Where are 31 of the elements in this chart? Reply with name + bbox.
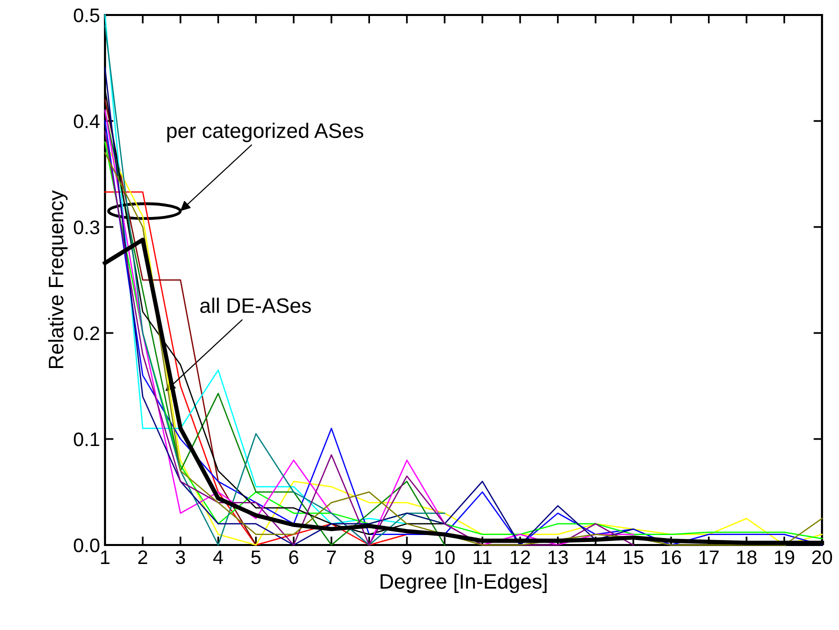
x-tick-label: 2 — [138, 550, 148, 564]
x-tick-label: 10 — [435, 550, 455, 564]
x-tick-label: 13 — [548, 550, 568, 564]
x-tick-label: 14 — [586, 550, 606, 564]
x-tick-label: 8 — [364, 550, 374, 564]
x-tick-label: 9 — [402, 550, 412, 564]
y-tick-label: 0.0 — [74, 538, 100, 552]
x-tick-label: 12 — [510, 550, 530, 564]
x-tick-label: 5 — [251, 550, 261, 564]
x-tick-label: 7 — [327, 550, 336, 564]
y-axis-title: Relative Frequency — [48, 190, 68, 368]
x-tick-label: 17 — [699, 550, 719, 564]
x-axis-title: Degree [In-Edges] — [380, 574, 547, 593]
x-tick-label: 6 — [289, 550, 298, 564]
y-tick-label: 0.4 — [74, 114, 100, 128]
x-tick-label: 1 — [101, 550, 110, 564]
x-tick-label: 15 — [624, 550, 644, 564]
x-tick-label: 16 — [662, 550, 682, 564]
x-tick-label: 4 — [213, 550, 224, 564]
y-tick-label: 0.5 — [74, 8, 100, 22]
y-tick-label: 0.1 — [74, 432, 100, 446]
annotation: all DE-ASes — [200, 298, 311, 313]
annotation: per categorized ASes — [167, 122, 364, 142]
x-tick-label: 20 — [812, 550, 832, 564]
y-tick-label: 0.2 — [74, 326, 100, 340]
x-tick-label: 18 — [737, 550, 756, 564]
line-series — [104, 14, 408, 524]
x-tick-label: 3 — [176, 550, 186, 564]
y-tick-label: 0.3 — [74, 220, 100, 234]
x-tick-label: 19 — [774, 550, 794, 564]
x-tick-label: 11 — [474, 550, 492, 564]
